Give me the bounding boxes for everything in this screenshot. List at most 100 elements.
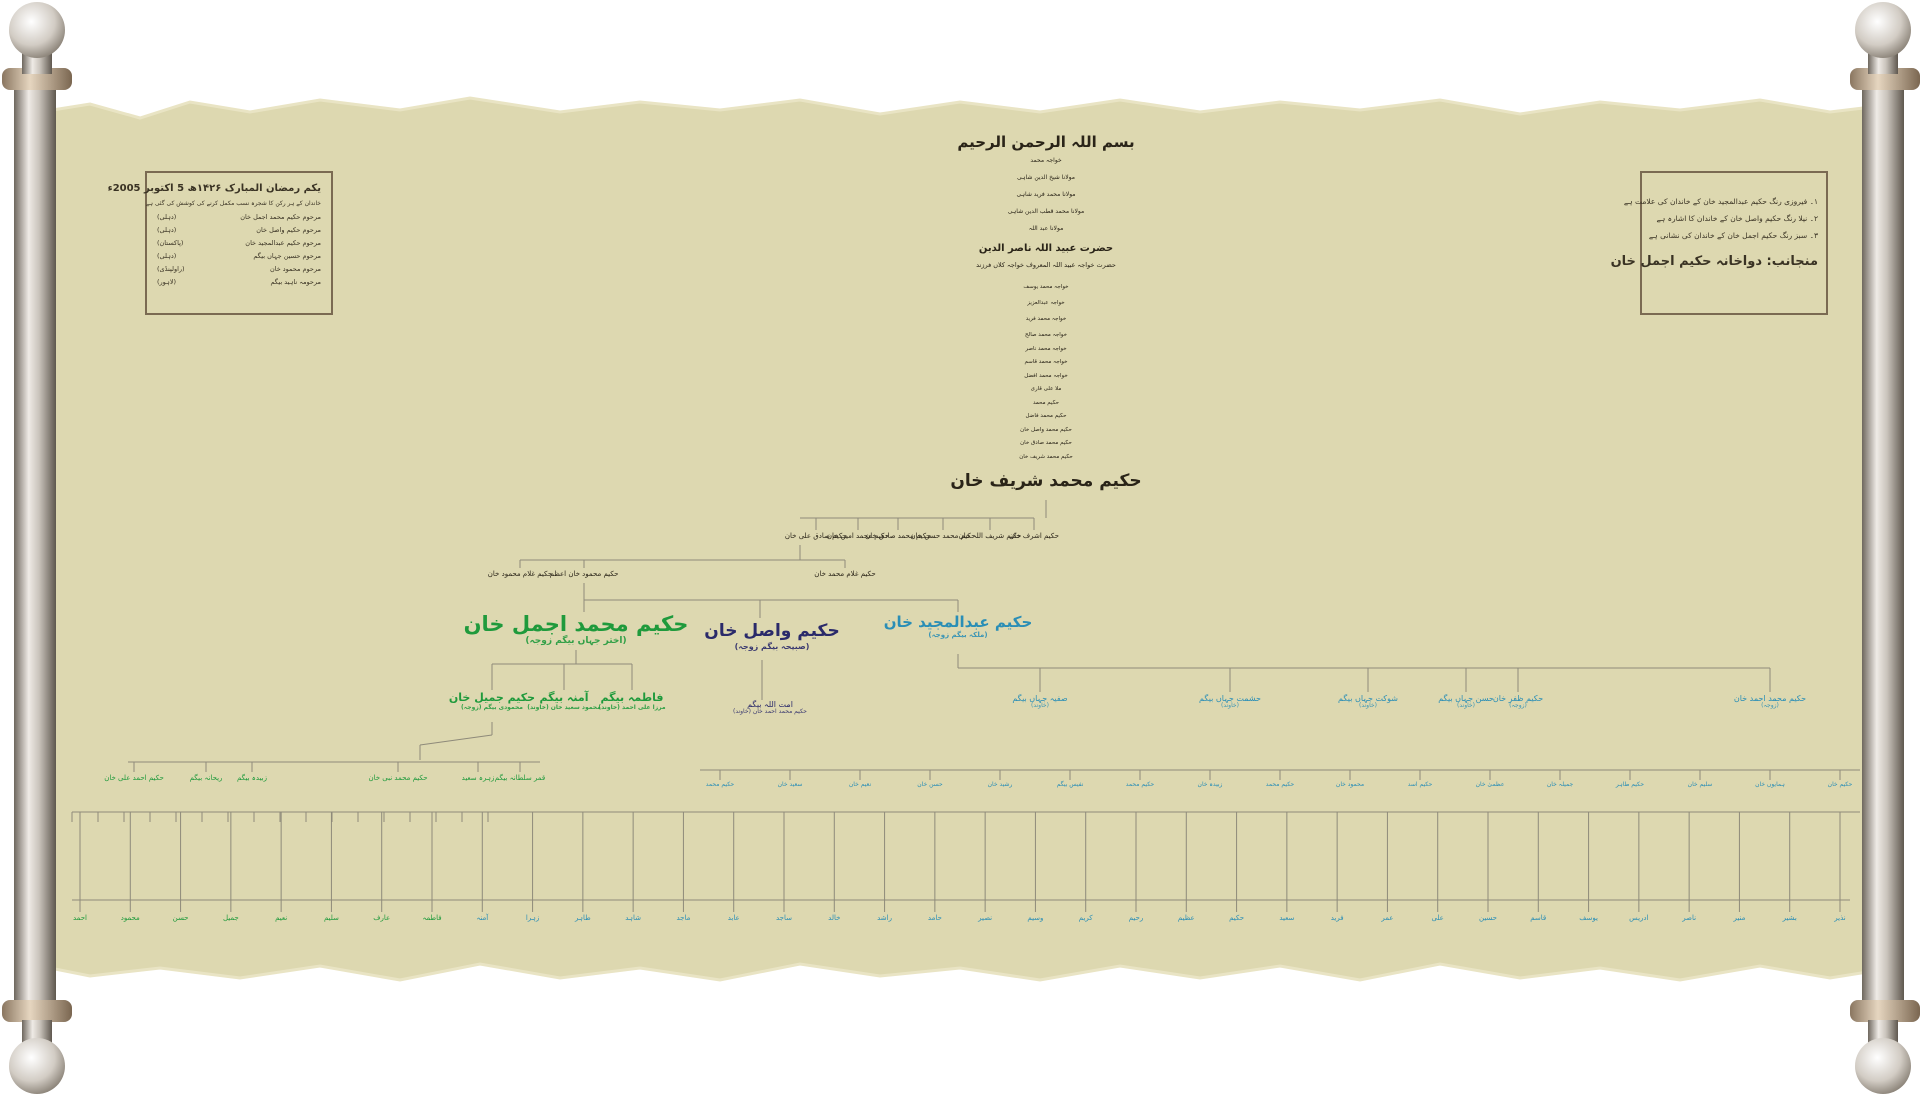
gen1-name-text: حکیم محمد امین خان (826, 532, 890, 540)
wasil-child-node: امت اللہ بیگم حکیم محمد احمد خان (خاوند) (733, 700, 807, 716)
teal-gen4-node: رشید خان (987, 781, 1013, 789)
green-gen4-node-text: حکیم محمد نبی خان (368, 774, 428, 782)
green-gen4-node: زبیدہ بیگم (237, 774, 267, 782)
teal-gen4-node: سعید خان (778, 781, 803, 789)
ancestor-name-text: خواجہ محمد ناصر (1025, 345, 1067, 352)
green-gen4-node-text: زہرہ سعید (461, 774, 495, 782)
majeed-child-node-text: حکیم ظفر خان (1492, 694, 1544, 703)
descendant-node-text: خالد (828, 914, 841, 922)
descendant-node: عابد (728, 914, 740, 922)
descendant-node: شاہد (625, 914, 641, 922)
gen1-name-text: حکیم صادق علی خان (784, 532, 848, 540)
member-location: (لاہور) (157, 278, 177, 286)
descendant-node: محمود (121, 914, 140, 922)
descendant-node: حسین (1479, 914, 1497, 922)
descendant-node: حسن (173, 914, 189, 922)
teal-gen4-node-text: زبیدہ خان (1197, 781, 1223, 788)
ajmal-child-node-text: آمنہ بیگم (539, 691, 589, 704)
gen1-name: حکیم محمد امین خان (827, 532, 889, 540)
teal-gen4-node: حکیم محمد (1265, 781, 1295, 789)
ancestor-name: خواجہ محمد قاسم (1024, 359, 1067, 365)
chain-top-name: مولانا عبد اللہ (1029, 225, 1064, 233)
legend-item: ۳۔ سبز رنگ حکیم اجمل خان کے خاندان کی نش… (1648, 231, 1818, 240)
majeed-khan-node-text: حکیم عبدالمجید خان (883, 613, 1033, 631)
majeed-child-node-text: صفیہ جہاں بیگم (1012, 694, 1068, 703)
ancestor-name: ملا علی قاری (1031, 386, 1062, 392)
ajmal-khan-node-text: حکیم محمد اجمل خان (463, 612, 689, 636)
connector-line (419, 734, 493, 746)
member-row: مرحوم حسین جہاں بیگم (دہلی) (157, 250, 321, 263)
descendant-node-text: طاہر (575, 914, 591, 922)
ancestor-name-text: حکیم محمد شریف خان (1019, 453, 1073, 460)
ajmal-khan-node: حکیم محمد اجمل خان (اختر جہاں بیگم زوجہ) (464, 612, 689, 646)
descendant-node: آمنہ (476, 914, 488, 922)
ancestor-name-text: ملا علی قاری (1030, 386, 1062, 392)
teal-gen4-node-text: حکیم محمد (1265, 781, 1295, 788)
member-list: مرحوم حکیم محمد اجمل خان (دہلی) مرحوم حکیم… (157, 211, 321, 289)
wasil-child-node-subtext: حکیم محمد احمد خان (خاوند) (732, 708, 808, 716)
member-row: مرحوم محمود خان (راولپنڈی) (157, 263, 321, 276)
descendant-node-text: فرید (1330, 914, 1344, 922)
descendant-node: علی (1432, 914, 1444, 922)
teal-gen4-node-text: حکیم اسد (1407, 781, 1433, 788)
member-name: مرحوم محمود خان (269, 265, 321, 273)
ancestor-name-text: خواجہ محمد قاسم (1024, 359, 1068, 365)
ancestor-name: خواجہ محمد فرید (1026, 316, 1067, 322)
teal-gen4-node-text: محمود خان (1335, 781, 1365, 788)
legend-item: ۲۔ نیلا رنگ حکیم واصل خان کے خاندان کا ا… (1656, 214, 1818, 223)
green-gen4-node: ریحانہ بیگم (190, 774, 223, 782)
ancestor-name: حکیم محمد فاضل (1026, 413, 1067, 419)
descendant-node-text: حسین (1478, 914, 1498, 922)
majeed-child-node-subtext: (خاوند) (1359, 702, 1377, 710)
teal-gen4-node: حکیم محمد (706, 781, 734, 789)
ancestor-name-text: حکیم محمد واصل خان (1020, 426, 1072, 433)
descendant-node: سعید (1279, 914, 1294, 922)
legend-footer: منجانب: دواخانہ حکیم اجمل خان (1610, 254, 1818, 269)
descendant-node: منیر (1734, 914, 1746, 922)
descendant-node-text: حسن (172, 914, 189, 922)
gen2-name-text: حکیم غلام محمود خان (487, 570, 553, 578)
descendant-node-text: عابد (727, 914, 740, 922)
descendant-node-text: عارف (373, 914, 391, 922)
majeed-child-node: صفیہ جہاں بیگم (خاوند) (1012, 694, 1067, 710)
descendant-node: وسیم (1027, 914, 1043, 922)
gen1-name: حکیم محمد صادق خان (865, 532, 931, 540)
descendant-node-text: راشد (877, 914, 892, 922)
descendant-node: نذیر (1834, 914, 1845, 922)
left-scroll-roller (2, 2, 72, 1094)
descendant-node-text: نعیم (275, 914, 288, 922)
wasil-khan-node-subtext: (صبیحہ بیگم زوجہ) (734, 641, 810, 651)
teal-gen4-node: محمود خان (1335, 781, 1365, 789)
member-name: مرحوم حکیم محمد اجمل خان (240, 213, 321, 221)
gen1-name: حکیم صادق علی خان (785, 532, 847, 540)
saint-name: حضرت عبید اللہ ناصر الدین (979, 243, 1113, 255)
majeed-khan-node: حکیم عبدالمجید خان (ملکہ بیگم زوجہ) (883, 613, 1033, 640)
teal-gen4-node: عظمیٰ خان (1476, 781, 1505, 789)
majeed-child-node: حشمت جہاں بیگم (خاوند) (1199, 694, 1261, 710)
majeed-child-node: شوکت جہاں بیگم (خاوند) (1338, 694, 1398, 710)
majeed-child-node: حکیم محمد احمد خان (زوجہ) (1734, 694, 1806, 710)
descendant-node-text: ساجد (776, 914, 792, 922)
majeed-child-node-subtext: (زوجہ) (1509, 702, 1527, 710)
descendant-node: سلیم (324, 914, 339, 922)
descendant-node-text: جمیل (222, 914, 239, 922)
descendant-node: ادریس (1629, 914, 1648, 922)
majeed-khan-node-subtext: (ملکہ بیگم زوجہ) (928, 631, 988, 640)
teal-gen4-node-text: حسن خان (917, 781, 943, 788)
ancestor-name: حکیم محمد صادق خان (1020, 440, 1072, 446)
wasil-khan-node-text: حکیم واصل خان (704, 621, 840, 641)
ancestor-name: خواجہ محمد افضل (1024, 373, 1068, 379)
descendant-node: ماجد (676, 914, 690, 922)
descendant-node-text: حکیم (1229, 914, 1245, 922)
ancestor-name: حکیم محمد (1033, 400, 1059, 406)
descendant-node: عارف (373, 914, 390, 922)
chain-top-name: مولانا محمد فرید شاہی (1016, 191, 1075, 199)
patriarch-name: حکیم محمد شریف خان (950, 471, 1141, 492)
teal-gen4-node-text: رشید خان (987, 781, 1013, 788)
ancestor-name-text: خواجہ محمد فرید (1025, 316, 1067, 322)
descendant-node: طاہر (575, 914, 591, 922)
teal-gen4-node: حکیم طاہر (1616, 781, 1644, 789)
ancestor-name-text: حکیم محمد صادق خان (1020, 440, 1072, 446)
teal-gen4-node-text: سلیم خان (1687, 781, 1713, 788)
